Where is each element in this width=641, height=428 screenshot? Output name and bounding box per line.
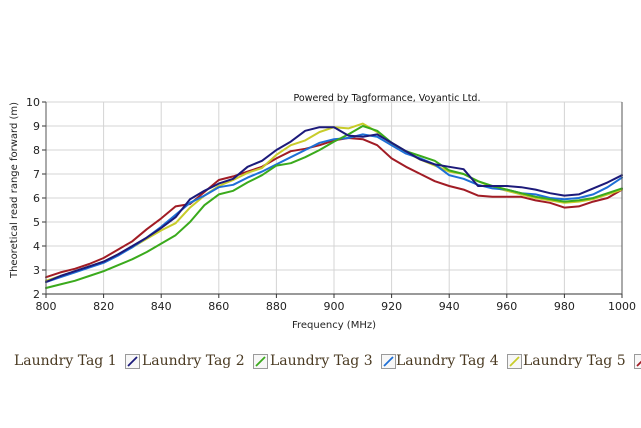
legend-swatch-icon <box>124 353 140 369</box>
y-tick-label: 2 <box>33 288 40 301</box>
legend-item-laundry-tag-5[interactable]: Laundry Tag 5 <box>523 348 641 374</box>
x-tick-label: 920 <box>381 300 402 313</box>
x-tick-label: 980 <box>554 300 575 313</box>
x-tick-label: 880 <box>266 300 287 313</box>
x-tick-label: 1000 <box>608 300 636 313</box>
tick-labels: 2 3 4 5 6 7 8 9 10 800 820 840 860 880 900 920 940 960 980… <box>26 96 636 313</box>
y-tick-label: 8 <box>33 144 40 157</box>
x-tick-label: 860 <box>208 300 229 313</box>
series-line-laundry-tag-2 <box>45 125 623 289</box>
x-tick-label: 800 <box>36 300 57 313</box>
axes <box>42 101 623 298</box>
x-tick-label: 940 <box>439 300 460 313</box>
legend-label: Laundry Tag 1 <box>14 353 117 369</box>
y-tick-label: 10 <box>26 96 40 109</box>
y-tick-label: 9 <box>33 120 40 133</box>
legend-swatch-icon <box>633 353 641 369</box>
y-tick-label: 5 <box>33 216 40 229</box>
y-tick-label: 4 <box>33 240 40 253</box>
y-tick-label: 3 <box>33 264 40 277</box>
series-line-laundry-tag-1 <box>45 126 623 283</box>
legend-swatch-icon <box>506 353 522 369</box>
watermark-text: Powered by Tagformance, Voyantic Ltd. <box>294 93 481 104</box>
y-tick-label: 7 <box>33 168 40 181</box>
legend-label: Laundry Tag 2 <box>142 353 245 369</box>
legend-swatch-icon <box>380 353 396 369</box>
series-line-laundry-tag-5 <box>45 137 623 279</box>
legend-item-laundry-tag-2[interactable]: Laundry Tag 2 <box>142 348 268 374</box>
legend-label: Laundry Tag 3 <box>270 353 373 369</box>
legend: Laundry Tag 1 Laundry Tag 2 Laundry Tag 3 L… <box>0 348 641 374</box>
y-tick-label: 6 <box>33 192 40 205</box>
grid <box>45 101 623 295</box>
x-tick-label: 820 <box>93 300 114 313</box>
legend-swatch-icon <box>252 353 268 369</box>
legend-item-laundry-tag-3[interactable]: Laundry Tag 3 <box>270 348 396 374</box>
x-tick-label: 840 <box>151 300 172 313</box>
x-tick-label: 900 <box>324 300 345 313</box>
legend-label: Laundry Tag 4 <box>396 353 499 369</box>
y-axis-title: Theoretical read range forward (m) <box>9 102 20 279</box>
legend-label: Laundry Tag 5 <box>523 353 626 369</box>
x-axis-title: Frequency (MHz) <box>292 320 376 331</box>
x-tick-label: 960 <box>496 300 517 313</box>
series-layer <box>45 122 623 289</box>
legend-item-laundry-tag-1[interactable]: Laundry Tag 1 <box>14 348 140 374</box>
legend-item-laundry-tag-4[interactable]: Laundry Tag 4 <box>396 348 522 374</box>
